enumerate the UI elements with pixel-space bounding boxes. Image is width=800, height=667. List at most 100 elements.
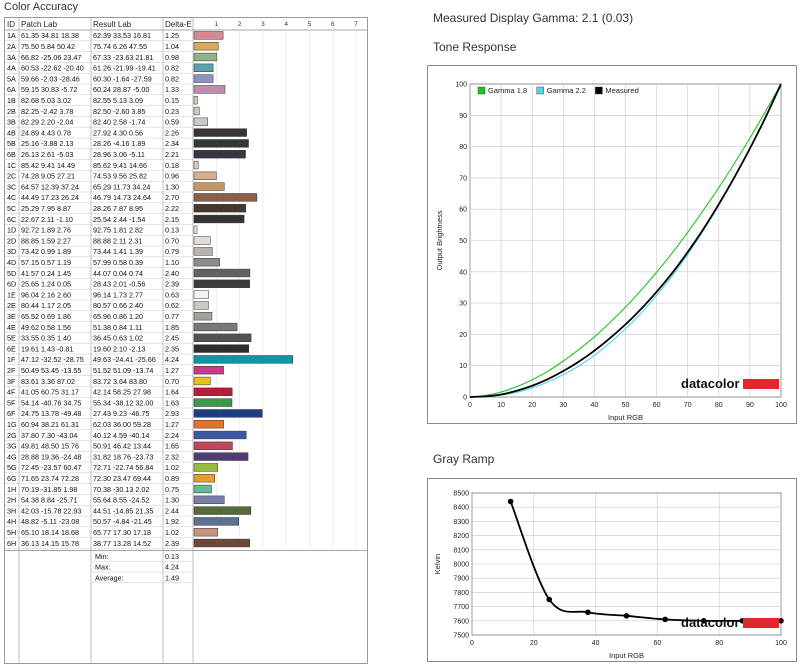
row-id: 1B	[7, 96, 16, 105]
row-id: 4D	[7, 258, 16, 267]
legend-item: Gamma 2.2	[536, 86, 586, 95]
row-id: 3D	[7, 247, 16, 256]
table-row: 5D 41.57 0.24 1.45 44.07 0.04 0.74 2.40	[5, 269, 251, 279]
row-delta-e: 0.18	[165, 161, 179, 170]
row-delta-e: 0.63	[165, 290, 179, 299]
row-patch-lab: 42.03 -15.78 22.93	[21, 506, 81, 515]
row-delta-e: 1.10	[165, 258, 179, 267]
summary-value: 4.24	[165, 563, 179, 572]
row-patch-lab: 72.45 -23.57 60.47	[21, 463, 81, 472]
data-point	[700, 618, 707, 624]
table-row: 2B 82.25 -2.42 3.78 82.50 -2.60 3.85 0.23	[5, 107, 200, 117]
row-id: 6D	[7, 280, 16, 289]
row-result-lab: 44.51 -14.85 21.35	[93, 506, 153, 515]
scale-tick-label: 5	[308, 21, 312, 28]
row-patch-lab: 54.14 -40.76 34.75	[21, 398, 81, 407]
row-result-lab: 27.43 9.23 -46.75	[93, 409, 149, 418]
header-1: Patch Lab	[21, 20, 58, 29]
row-id: 6H	[7, 539, 16, 548]
row-id: 5E	[7, 334, 16, 343]
row-patch-lab: 59.15 30.83 -5.72	[21, 85, 77, 94]
delta-e-bar	[193, 355, 294, 364]
header-3: Delta-E	[165, 20, 192, 29]
row-result-lab: 25.54 2.44 -1.54	[93, 215, 145, 224]
color-accuracy-title: Color Accuracy	[4, 1, 78, 13]
row-id: 3B	[7, 118, 16, 127]
row-result-lab: 65.96 0.86 1.20	[93, 312, 143, 321]
y-tick-label: 100	[455, 82, 467, 89]
row-delta-e: 0.82	[165, 64, 179, 73]
row-patch-lab: 96.04 2.16 2.60	[21, 290, 71, 299]
row-result-lab: 60.30 -1.64 -27.59	[93, 74, 152, 83]
row-result-lab: 42.14 58.25 27.98	[93, 388, 151, 397]
row-result-lab: 82.50 -2.60 3.85	[93, 107, 145, 116]
y-tick-label: 10	[459, 363, 467, 370]
table-row: 5G 72.45 -23.57 60.47 72.71 -22.74 56.84 1.…	[5, 463, 219, 474]
row-result-lab: 49.63 -24.41 -25.66	[93, 355, 156, 364]
row-patch-lab: 64.57 12.39 37.24	[21, 182, 79, 191]
row-patch-lab: 80.44 1.17 2.05	[21, 301, 71, 310]
row-result-lab: 82.55 5.13 3.09	[93, 96, 143, 105]
row-patch-lab: 19.61 1.43 -0.81	[21, 344, 73, 353]
legend-swatch	[477, 86, 486, 95]
delta-e-bar	[193, 398, 233, 407]
row-patch-lab: 61.35 34.81 18.38	[21, 31, 79, 40]
row-patch-lab: 41.57 0.24 1.45	[21, 269, 71, 278]
row-delta-e: 2.15	[165, 215, 179, 224]
row-id: 2G	[7, 431, 17, 440]
row-result-lab: 65.29 11.73 34.24	[93, 182, 150, 191]
table-row: 3D 73.42 0.99 1.89 73.44 1.41 1.39 0.79	[5, 247, 213, 258]
row-id: 4F	[7, 388, 16, 397]
delta-e-bar	[193, 214, 245, 224]
table-row: 5C 25.29 7.95 8.87 28.26 7.87 8.95 2.22	[5, 204, 246, 214]
table-row: 4C 44.49 17.23 26.24 46.79 14.73 24.64 2.70	[5, 193, 258, 204]
summary-label: Average:	[95, 574, 124, 583]
row-delta-e: 2.93	[165, 409, 179, 418]
row-delta-e: 0.62	[165, 301, 179, 310]
row-patch-lab: 82.68 5.03 3.02	[21, 96, 71, 105]
table-row: 6B 26.13 2.61 -5.03 28.96 3.06 -5.11 2.21	[5, 150, 246, 160]
row-delta-e: 0.70	[165, 236, 179, 245]
table-row: 6G 71.65 23.74 72.28 72.30 23.47 69.44 0.89	[5, 474, 215, 484]
y-tick-label: 70	[459, 175, 467, 182]
row-patch-lab: 60.53 -22.62 -20.40	[21, 64, 84, 73]
y-tick-label: 7600	[453, 618, 469, 625]
table-row: 4G 28.88 19.36 -24.48 31.82 18.76 -23.73 2.…	[5, 452, 249, 463]
datacolor-logo: datacolor	[681, 376, 740, 391]
delta-e-bar	[193, 63, 214, 72]
legend-label: Measured	[605, 86, 638, 95]
row-delta-e: 1.04	[165, 42, 179, 51]
delta-e-bar	[193, 42, 219, 51]
row-patch-lab: 26.13 2.61 -5.03	[21, 150, 73, 159]
data-point	[546, 596, 553, 603]
row-delta-e: 0.23	[165, 107, 179, 116]
table-row: 2E 80.44 1.17 2.05 80.57 0.66 2.40 0.62	[5, 301, 209, 312]
row-patch-lab: 25.16 -3.88 2.13	[21, 139, 73, 148]
gray-ramp-title: Gray Ramp	[433, 452, 495, 466]
row-delta-e: 1.25	[165, 31, 179, 40]
table-row: 6D 25.65 1.24 0.05 28.43 2.01 -0.56 2.39	[5, 280, 250, 290]
row-patch-lab: 47.12 -32.52 -28.75	[21, 355, 84, 364]
row-delta-e: 0.82	[165, 74, 179, 83]
row-id: 5C	[7, 204, 16, 213]
row-result-lab: 46.79 14.73 24.64	[93, 193, 151, 202]
row-id: 2D	[7, 236, 16, 245]
row-id: 1H	[7, 485, 16, 494]
table-row: 3B 82.29 2.20 -2.04 82.40 2.58 -1.74 0.59	[5, 118, 208, 128]
row-delta-e: 2.40	[165, 269, 179, 278]
x-tick-label: 0	[468, 402, 472, 409]
row-result-lab: 40.12 4.59 -40.14	[93, 431, 149, 440]
table-row: 4B 24.89 4.43 0.78 27.92 4.30 0.56 2.26	[5, 128, 247, 139]
row-result-lab: 31.82 18.76 -23.73	[93, 452, 153, 461]
row-patch-lab: 71.65 23.74 72.28	[21, 474, 79, 483]
row-result-lab: 62.03 36.00 59.28	[93, 420, 151, 429]
row-result-lab: 44.07 0.04 0.74	[93, 269, 143, 278]
row-result-lab: 51.52 51.09 -13.74	[93, 366, 153, 375]
y-tick-label: 20	[459, 332, 467, 339]
row-result-lab: 70.38 -30.13 2.02	[93, 485, 149, 494]
row-id: 5D	[7, 269, 16, 278]
table-row: 6C 22.67 2.11 -1.10 25.54 2.44 -1.54 2.15	[5, 214, 245, 225]
row-delta-e: 1.02	[165, 463, 179, 472]
row-id: 5B	[7, 139, 16, 148]
delta-e-bar	[193, 74, 214, 83]
